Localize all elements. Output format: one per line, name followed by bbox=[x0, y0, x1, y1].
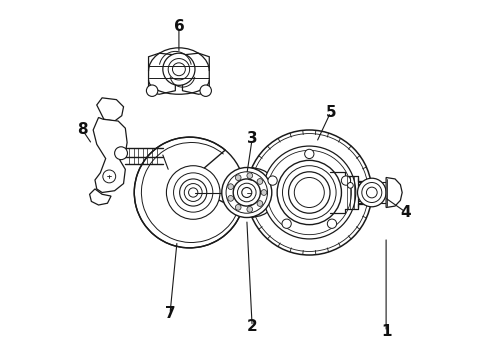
Circle shape bbox=[235, 204, 241, 210]
Circle shape bbox=[263, 146, 356, 239]
Polygon shape bbox=[182, 53, 209, 94]
Circle shape bbox=[257, 201, 263, 206]
Polygon shape bbox=[97, 98, 123, 121]
Circle shape bbox=[358, 178, 386, 207]
Circle shape bbox=[167, 166, 220, 219]
Circle shape bbox=[257, 179, 263, 184]
Circle shape bbox=[277, 160, 342, 225]
Circle shape bbox=[228, 195, 234, 201]
Circle shape bbox=[261, 190, 267, 195]
Circle shape bbox=[247, 173, 253, 179]
Circle shape bbox=[342, 176, 351, 185]
Text: 1: 1 bbox=[381, 324, 392, 339]
Circle shape bbox=[347, 183, 353, 188]
Circle shape bbox=[168, 59, 190, 80]
Circle shape bbox=[200, 85, 211, 96]
Text: 8: 8 bbox=[77, 122, 88, 138]
Circle shape bbox=[268, 176, 277, 185]
Text: 4: 4 bbox=[400, 204, 411, 220]
Circle shape bbox=[173, 173, 213, 212]
Text: 2: 2 bbox=[247, 319, 258, 334]
Circle shape bbox=[242, 188, 252, 198]
Circle shape bbox=[147, 85, 158, 96]
Circle shape bbox=[289, 172, 330, 213]
Polygon shape bbox=[148, 53, 175, 94]
Circle shape bbox=[282, 219, 291, 228]
Polygon shape bbox=[90, 189, 111, 205]
Circle shape bbox=[247, 207, 253, 212]
Text: 3: 3 bbox=[247, 131, 257, 147]
Circle shape bbox=[180, 179, 207, 206]
Polygon shape bbox=[386, 177, 402, 207]
Polygon shape bbox=[93, 117, 127, 193]
Circle shape bbox=[233, 179, 260, 206]
Text: 7: 7 bbox=[165, 306, 175, 321]
Circle shape bbox=[172, 63, 185, 76]
Circle shape bbox=[184, 184, 202, 202]
Circle shape bbox=[163, 53, 195, 85]
Circle shape bbox=[305, 149, 314, 158]
Circle shape bbox=[228, 184, 234, 189]
Circle shape bbox=[134, 137, 245, 248]
Circle shape bbox=[222, 167, 272, 217]
Circle shape bbox=[189, 188, 198, 197]
Circle shape bbox=[247, 130, 372, 255]
Text: 6: 6 bbox=[173, 19, 184, 34]
Circle shape bbox=[103, 170, 116, 183]
Text: 5: 5 bbox=[325, 105, 336, 120]
Circle shape bbox=[235, 175, 241, 180]
Circle shape bbox=[327, 219, 337, 228]
Circle shape bbox=[115, 147, 127, 159]
